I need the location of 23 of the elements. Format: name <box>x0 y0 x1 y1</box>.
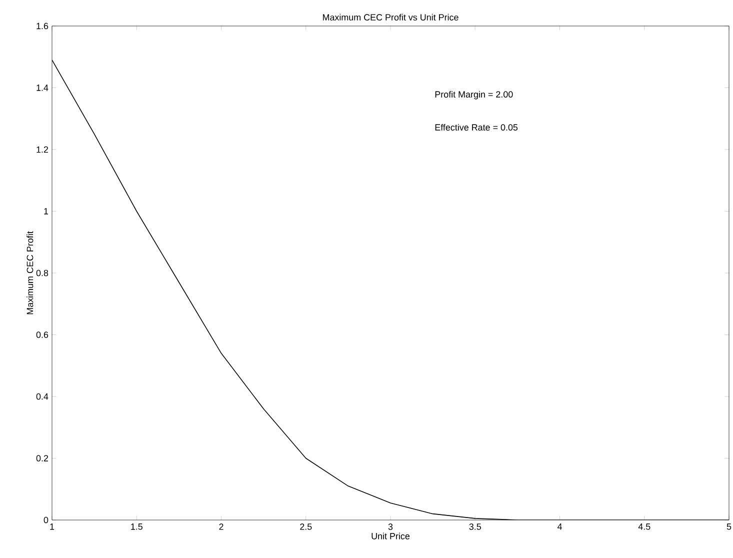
annotation: Effective Rate = 0.05 <box>435 124 518 131</box>
y-tick-label: 1 <box>44 208 48 214</box>
y-tick-label: 0.6 <box>36 332 48 338</box>
x-tick-label: 2 <box>219 524 224 530</box>
x-tick-label: 4.5 <box>638 524 650 530</box>
y-tick-label: 0.2 <box>36 455 48 462</box>
x-tick-label: 1.5 <box>131 524 142 530</box>
x-tick-label: 1 <box>50 524 54 530</box>
y-tick-label: 1.4 <box>36 84 48 91</box>
y-axis-title: Maximum CEC Profit <box>26 231 34 314</box>
annotation: Profit Margin = 2.00 <box>435 90 513 100</box>
y-tick-label: 0.8 <box>36 270 48 276</box>
x-tick-label: 2.5 <box>300 524 312 530</box>
chart-title: Maximum CEC Profit vs Unit Price <box>322 14 458 20</box>
y-tick-label: 1.2 <box>36 146 48 153</box>
x-tick-label: 5 <box>726 524 732 530</box>
y-tick-label: 1.6 <box>36 22 48 30</box>
x-axis-title: Unit Price <box>372 532 410 540</box>
x-tick-label: 3 <box>388 524 393 530</box>
x-tick-label: 3.5 <box>469 524 481 530</box>
y-tick-label: 0 <box>44 516 48 524</box>
y-tick-label: 0.4 <box>36 393 48 400</box>
x-tick-label: 4 <box>557 524 562 530</box>
